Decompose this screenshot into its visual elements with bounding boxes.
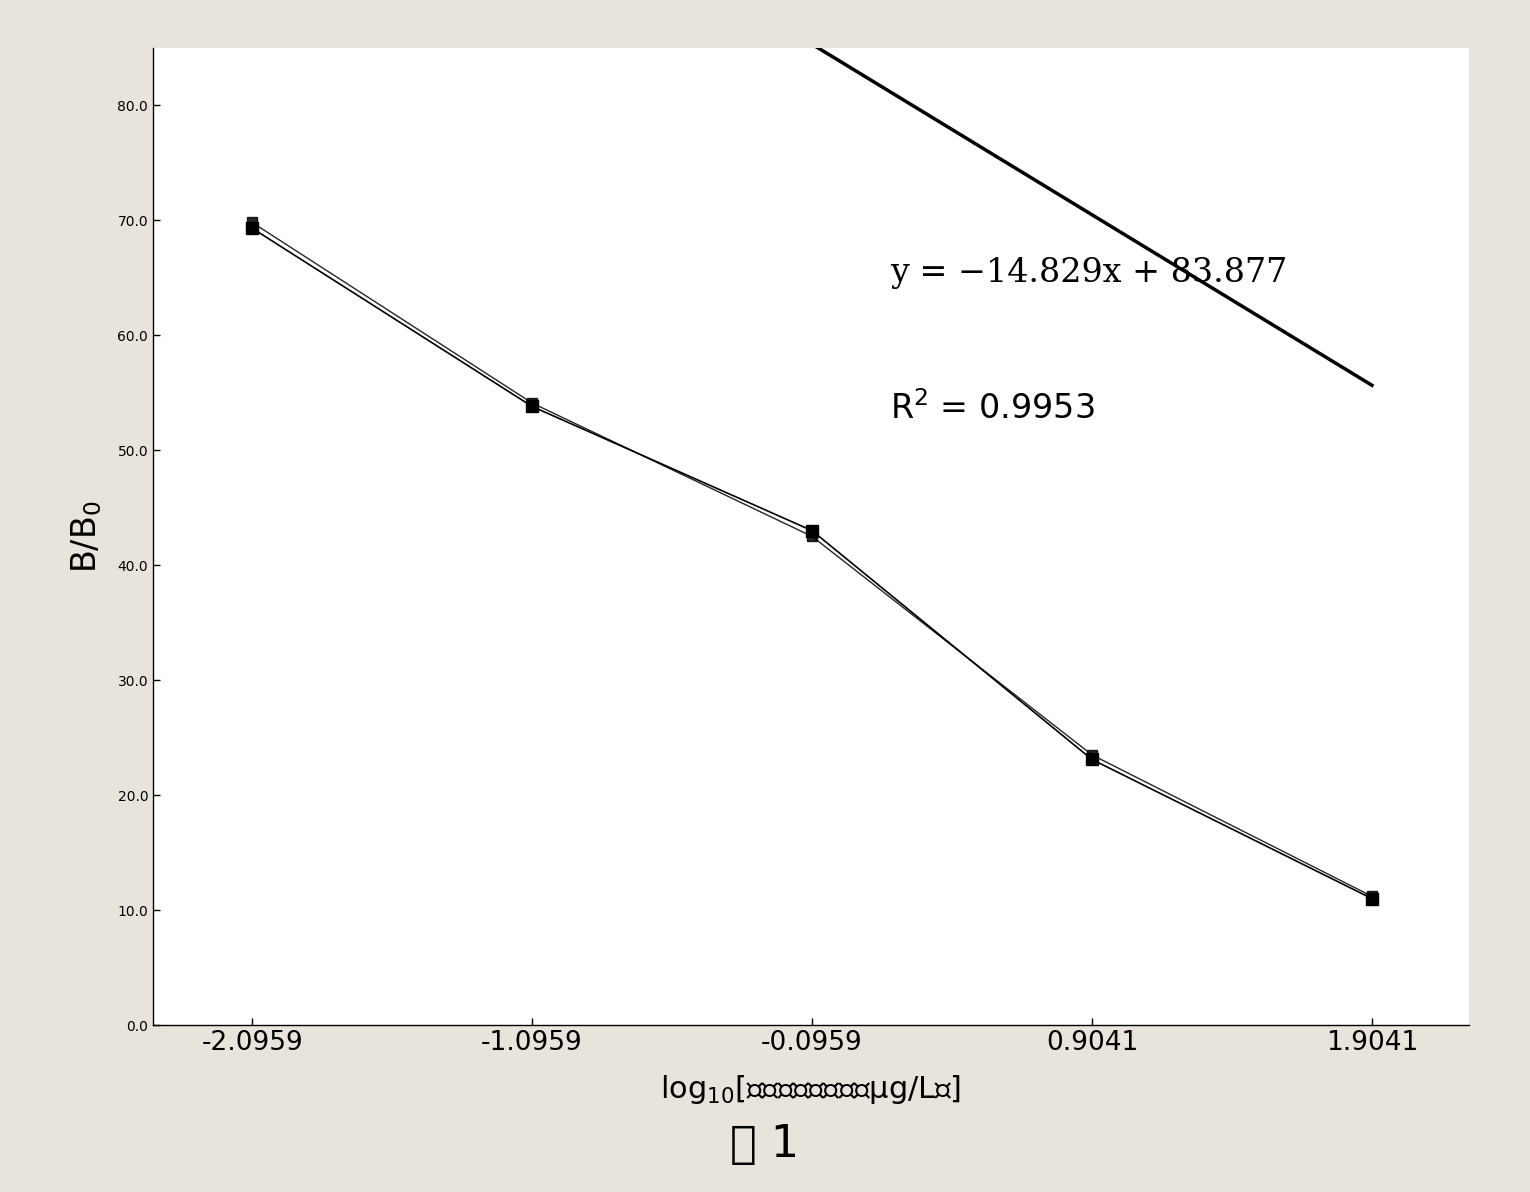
Y-axis label: B/B$_0$: B/B$_0$ <box>69 501 104 572</box>
Text: y = −14.829x + 83.877: y = −14.829x + 83.877 <box>890 257 1287 290</box>
Text: R$^2$ = 0.9953: R$^2$ = 0.9953 <box>890 391 1094 426</box>
X-axis label: log$_{10}$[莱克多巴胺浓度（μg/L）]: log$_{10}$[莱克多巴胺浓度（μg/L）] <box>661 1073 961 1106</box>
Text: 图 1: 图 1 <box>730 1123 800 1166</box>
